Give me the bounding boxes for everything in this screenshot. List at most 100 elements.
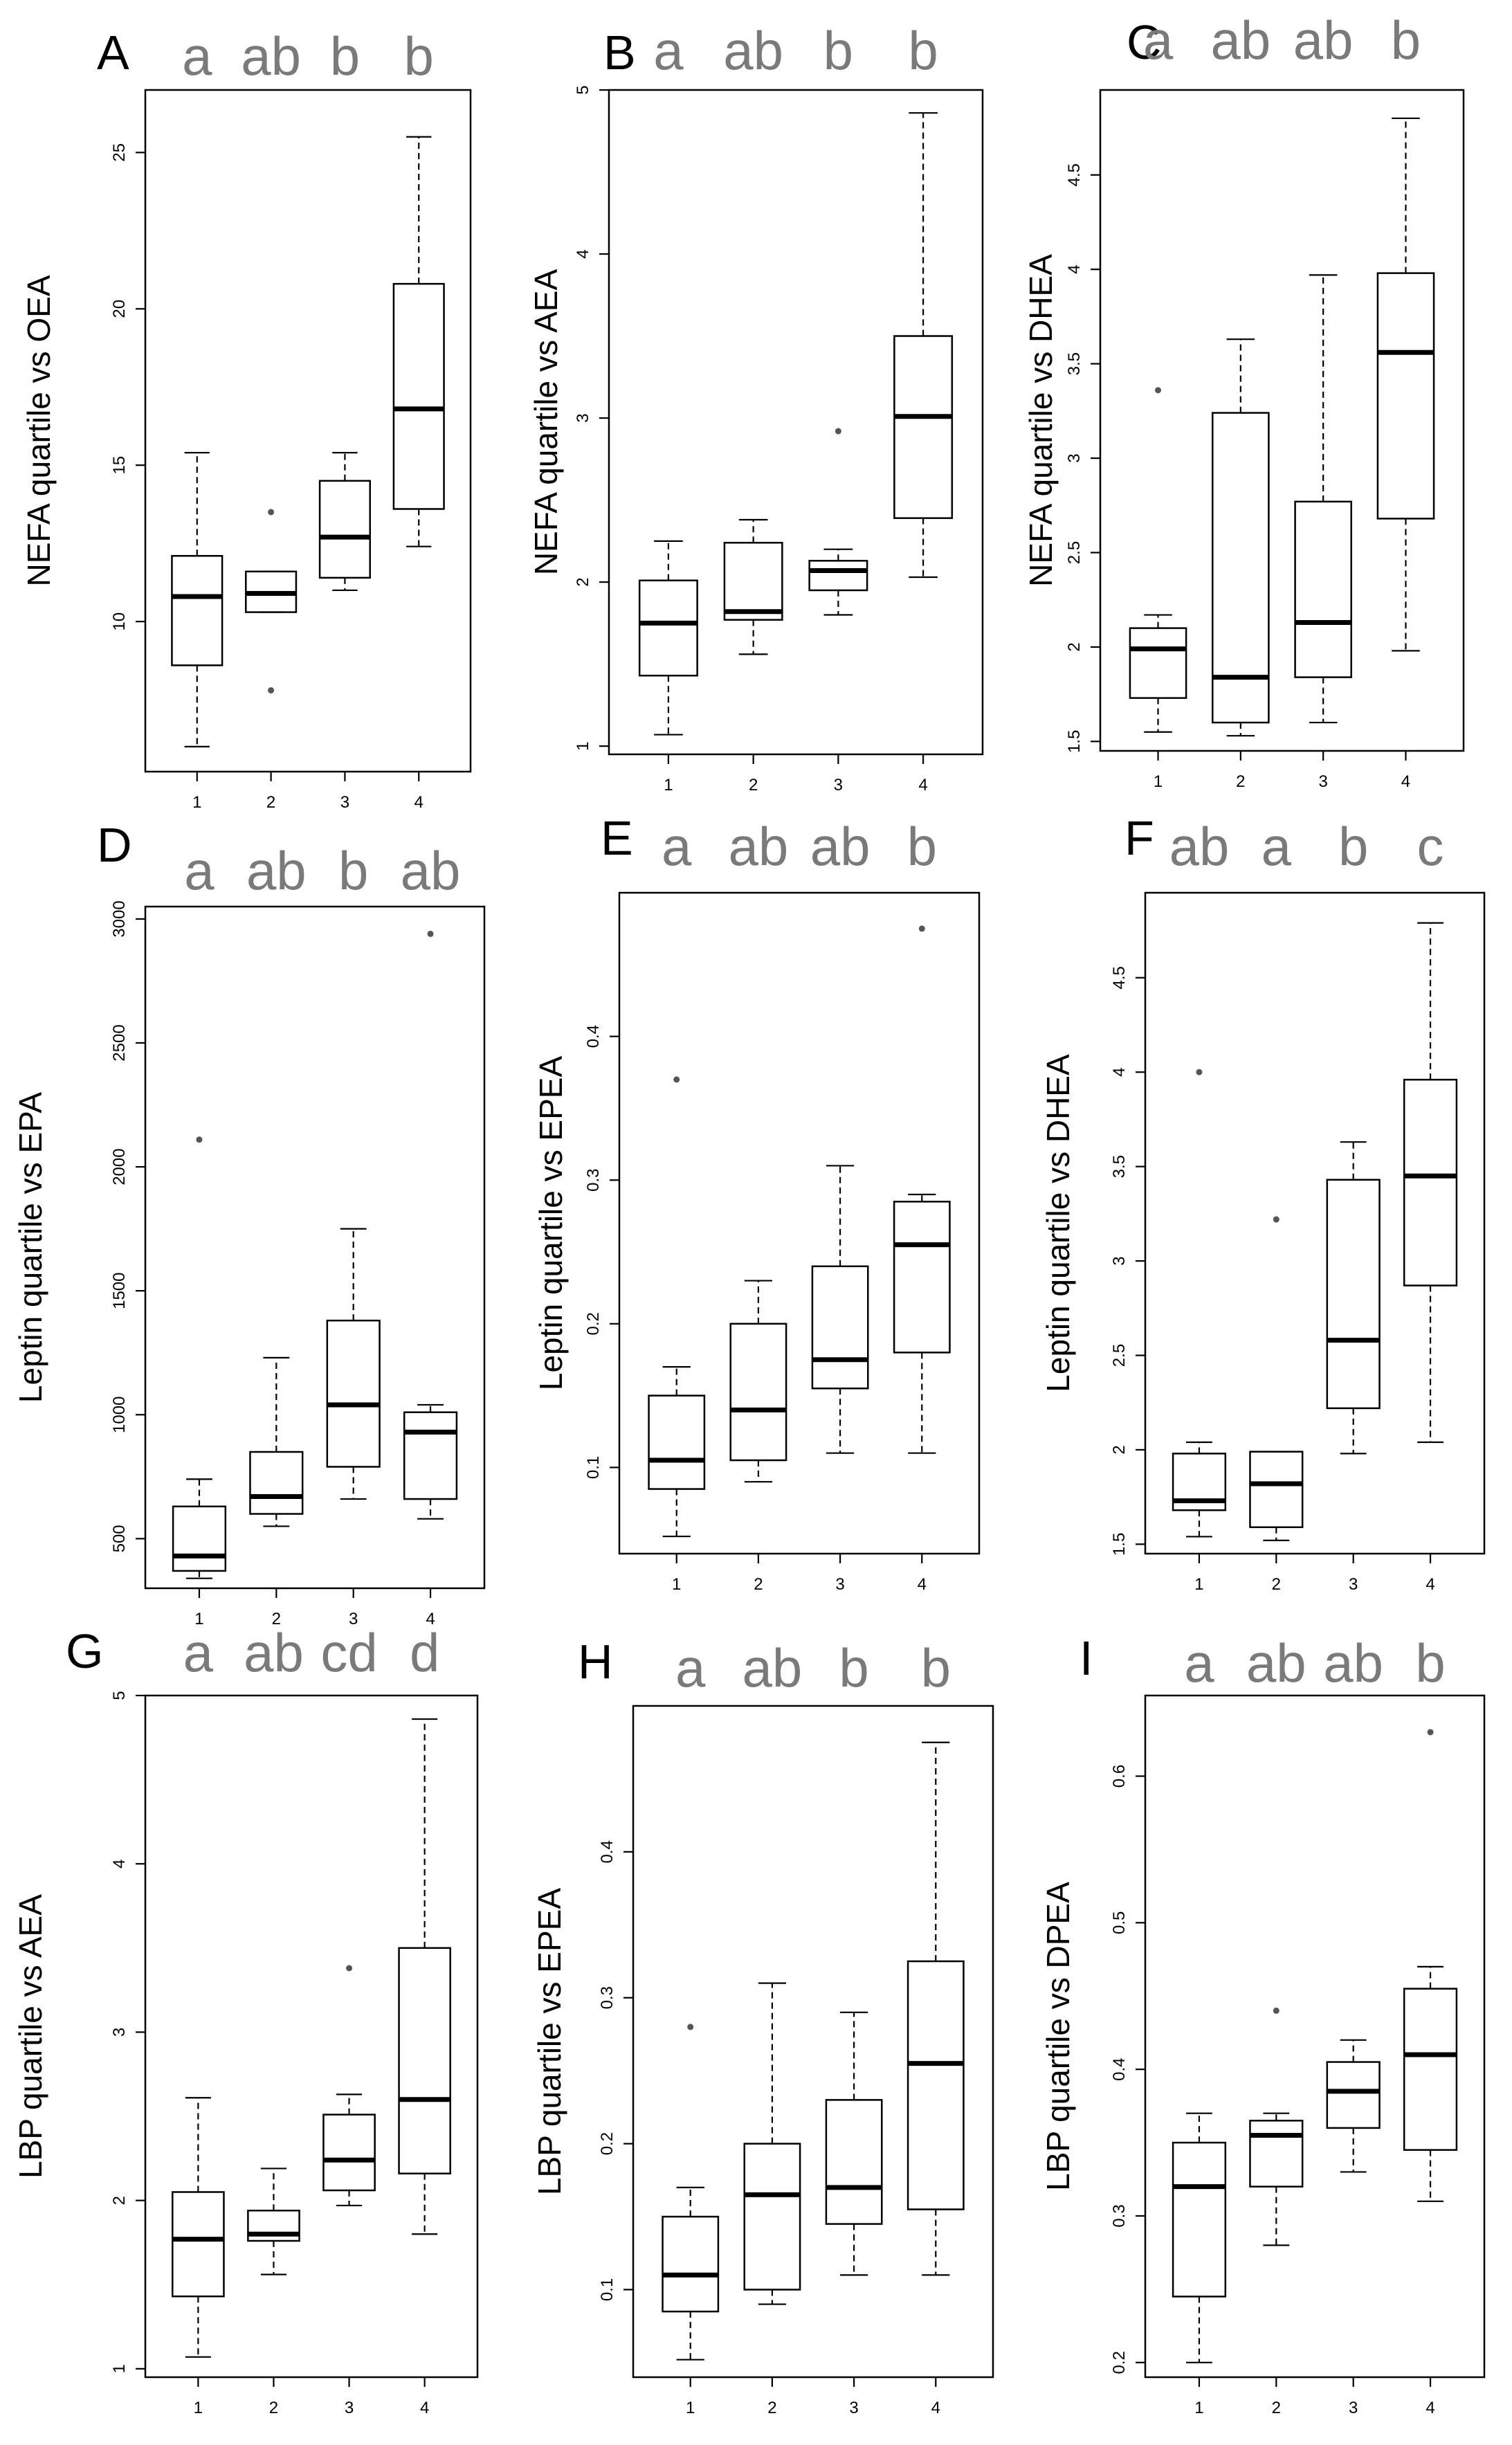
iqr-box (893, 1201, 951, 1354)
y-tick-label: 0.3 (584, 1169, 603, 1192)
x-tick-label: 1 (194, 1610, 203, 1628)
x-tick-label: 4 (420, 2399, 429, 2417)
y-tick-label: 3000 (110, 900, 129, 937)
significance-letter: b (921, 1637, 951, 1698)
iqr-box (398, 1947, 451, 2174)
significance-letter: a (1261, 816, 1292, 877)
iqr-box (318, 480, 371, 579)
box-group (723, 518, 783, 655)
y-tick-label: 3.5 (1110, 1155, 1129, 1178)
panel-letter: D (97, 818, 132, 872)
significance-letter: ab (401, 840, 461, 901)
y-tick-label: 0.5 (1110, 1911, 1129, 1934)
y-tick-label: 0.4 (598, 1840, 617, 1863)
panel-letter: G (66, 1624, 103, 1678)
y-tick-label: 0.3 (1110, 2204, 1129, 2227)
box-group (648, 1076, 706, 1538)
iqr-box (249, 1451, 304, 1515)
y-axis-label: LBP quartile vs EPEA (531, 1888, 567, 2195)
box-group (893, 925, 951, 1454)
y-tick-label: 20 (110, 300, 129, 318)
y-tick-label: 0.2 (1110, 2351, 1129, 2374)
significance-letter: ab (810, 816, 871, 877)
iqr-box (811, 1265, 869, 1390)
x-tick-label: 2 (1272, 1575, 1281, 1594)
significance-letter: ab (246, 840, 307, 901)
iqr-box (1326, 2061, 1381, 2129)
plot-frame (632, 1705, 994, 2379)
iqr-box (172, 1505, 227, 1572)
box-group (907, 1741, 965, 2276)
box-group (729, 1280, 787, 1483)
box-group (1249, 1216, 1304, 1541)
significance-letter: b (1415, 1633, 1445, 1693)
x-tick-label: 2 (1272, 2399, 1281, 2417)
y-tick-label: 0.2 (584, 1312, 603, 1335)
significance-letter: b (1391, 10, 1421, 71)
plot-frame (144, 1694, 479, 2379)
iqr-box (893, 335, 954, 519)
significance-letter: ab (241, 26, 301, 87)
y-tick-label: 2 (110, 2196, 129, 2205)
panel-letter: A (97, 26, 129, 80)
box-group (825, 2011, 883, 2276)
x-tick-label: 3 (835, 1575, 844, 1594)
y-tick-label: 15 (110, 456, 129, 475)
box-group (322, 1965, 376, 2207)
box-group (1376, 117, 1435, 652)
y-tick-label: 1500 (110, 1272, 129, 1309)
y-tick-label: 3 (110, 2028, 129, 2037)
plot-frame (144, 89, 472, 773)
x-tick-label: 1 (686, 2399, 695, 2417)
x-tick-label: 3 (340, 793, 349, 812)
x-tick-label: 2 (767, 2399, 776, 2417)
significance-letter: ab (1246, 1633, 1306, 1693)
significance-letter: b (404, 26, 434, 87)
x-tick-label: 2 (1236, 772, 1245, 791)
significance-letter: cd (320, 1622, 377, 1683)
outlier-point (1196, 1069, 1203, 1075)
plot-frame (1099, 89, 1465, 752)
x-tick-label: 2 (269, 2399, 278, 2417)
iqr-box (808, 560, 868, 592)
box-group (743, 1982, 801, 2305)
x-tick-label: 4 (426, 1610, 435, 1628)
significance-letter: b (330, 26, 360, 87)
panel-letter: C (1127, 15, 1162, 69)
iqr-box (1376, 272, 1435, 520)
iqr-box (247, 2209, 300, 2242)
box-group (662, 2024, 720, 2361)
significance-letter: b (1338, 816, 1368, 877)
iqr-box (743, 2143, 801, 2291)
x-tick-label: 4 (931, 2399, 940, 2417)
outlier-point (427, 930, 434, 937)
y-tick-label: 1 (110, 2364, 129, 2373)
box-group (171, 452, 224, 747)
box-group (1172, 1069, 1227, 1538)
iqr-box (648, 1394, 706, 1490)
iqr-box (1326, 1179, 1381, 1410)
outlier-point (835, 428, 841, 435)
x-tick-label: 1 (672, 1575, 681, 1594)
x-tick-label: 4 (918, 776, 927, 794)
significance-letter: ab (1323, 1633, 1383, 1693)
x-tick-label: 3 (834, 776, 843, 794)
iqr-box (1294, 500, 1352, 678)
panel-letter: I (1080, 1631, 1093, 1685)
x-tick-label: 4 (1426, 2399, 1434, 2417)
x-tick-label: 2 (754, 1575, 763, 1594)
box-group (1326, 1141, 1381, 1455)
panel-letter: B (603, 26, 636, 80)
outlier-point (918, 925, 925, 932)
plot-frame (144, 905, 486, 1590)
iqr-box (1172, 2141, 1227, 2298)
box-group (1172, 2112, 1227, 2363)
x-tick-label: 3 (1349, 2399, 1358, 2417)
box-group (249, 1356, 304, 1527)
y-axis-label: Leptin quartile vs DHEA (1040, 1054, 1076, 1392)
x-tick-label: 1 (1194, 1575, 1203, 1594)
y-tick-label: 500 (110, 1525, 129, 1552)
